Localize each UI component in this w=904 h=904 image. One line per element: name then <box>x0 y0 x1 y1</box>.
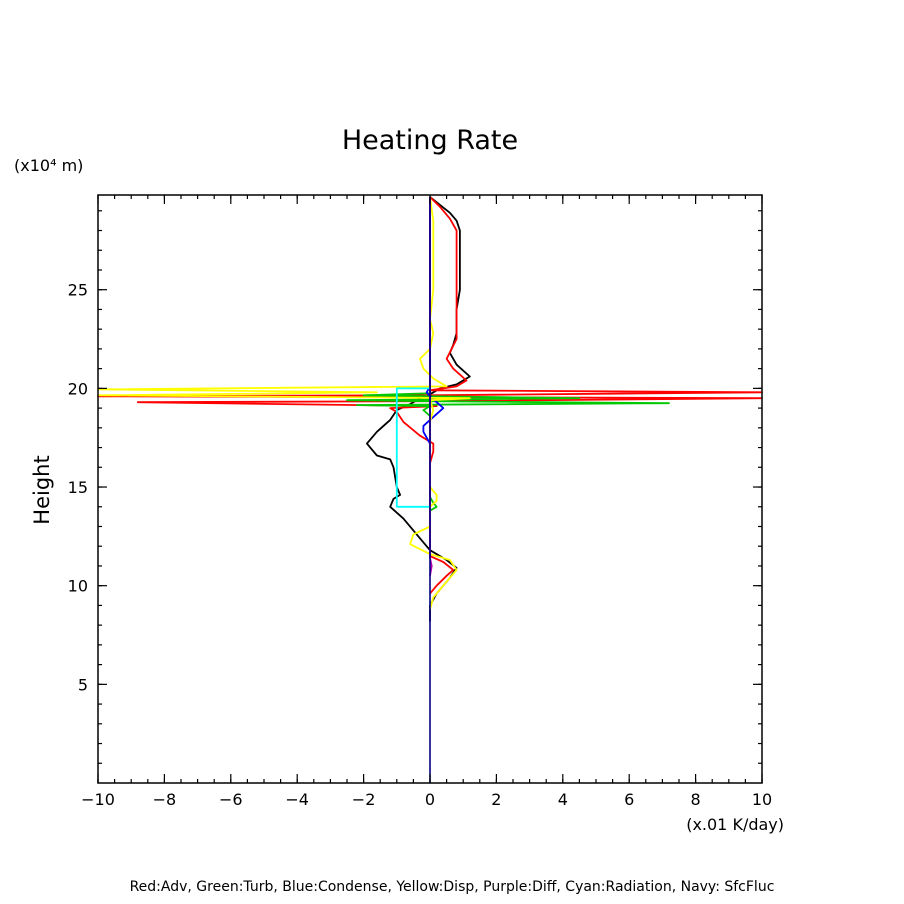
x-tick-label: 2 <box>491 790 501 809</box>
series-line-total <box>365 196 471 622</box>
series-layer <box>97 196 763 783</box>
x-tick-label: −6 <box>219 790 243 809</box>
legend-caption: Red:Adv, Green:Turb, Blue:Condense, Yell… <box>130 879 775 895</box>
series-line-radiation <box>395 387 430 508</box>
y-tick-label: 15 <box>68 478 88 497</box>
x-tick-label: −2 <box>352 790 376 809</box>
x-tick-label: −10 <box>81 790 115 809</box>
y-axis-unit: (x10⁴ m) <box>14 156 83 175</box>
plot-frame <box>97 194 763 784</box>
y-tick-label: 25 <box>68 281 88 300</box>
y-tick-label: 5 <box>78 675 88 694</box>
y-tick-label: 20 <box>68 379 88 398</box>
axis-ticks: −10 −8 −6 −4 −2 0 2 4 6 8 10 5 10 15 20 25 <box>68 195 772 809</box>
series-line-turb <box>346 197 670 512</box>
x-tick-label: 10 <box>752 790 772 809</box>
x-tick-label: 4 <box>558 790 568 809</box>
x-tick-label: −8 <box>153 790 177 809</box>
x-axis-label: (x.01 K/day) <box>686 815 784 834</box>
x-tick-label: 0 <box>425 790 435 809</box>
x-tick-label: 6 <box>624 790 634 809</box>
y-axis-label: Height <box>30 455 54 524</box>
x-tick-label: −4 <box>285 790 309 809</box>
y-tick-label: 10 <box>68 577 88 596</box>
x-tick-label: 8 <box>691 790 701 809</box>
chart-title: Heating Rate <box>342 125 518 156</box>
